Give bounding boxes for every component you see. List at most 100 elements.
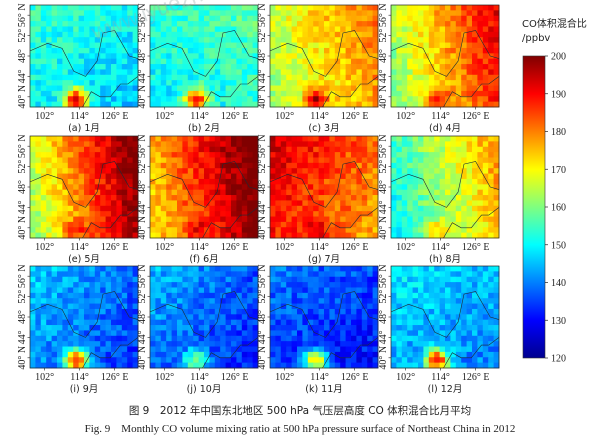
heatmap-cell [334, 173, 341, 180]
heatmap-cell [67, 146, 74, 153]
heatmap-cell [280, 308, 287, 315]
heatmap-cell [30, 346, 36, 353]
heatmap-cell [297, 357, 303, 364]
heatmap-cell [472, 216, 478, 223]
heatmap-cell [57, 136, 63, 142]
heatmap-cell [241, 287, 248, 294]
heatmap-cell [84, 85, 90, 92]
heatmap-cell [111, 47, 117, 54]
heatmap-cell [334, 195, 341, 201]
heatmap-cell [356, 276, 363, 283]
heatmap-cell [67, 227, 74, 234]
heatmap-cell [351, 26, 357, 33]
heatmap-cell [198, 314, 205, 321]
heatmap-cell [46, 271, 52, 278]
heatmap-cell [214, 200, 221, 207]
heatmap-cell [401, 141, 408, 148]
heatmap-cell [166, 96, 172, 103]
heatmap-cell [488, 200, 494, 207]
heatmap-cell [187, 168, 194, 174]
heatmap-cell [356, 325, 363, 331]
heatmap-cell [270, 85, 276, 92]
heatmap-cell [62, 31, 69, 38]
heatmap-cell [111, 69, 117, 76]
heatmap-cell [225, 26, 232, 33]
heatmap-cell [182, 146, 189, 153]
heatmap-cell [187, 69, 194, 76]
heatmap-cell [111, 282, 117, 288]
heatmap-cell [493, 195, 500, 201]
heatmap-cell [252, 351, 259, 358]
heatmap-cell [220, 276, 226, 283]
heatmap-cell [329, 90, 336, 97]
heatmap-cell [428, 101, 435, 108]
heatmap-cell [477, 141, 484, 148]
heatmap-cell [428, 80, 435, 86]
heatmap-cell [150, 53, 156, 60]
heatmap-cell [35, 357, 42, 364]
heatmap-cell [187, 287, 194, 294]
heatmap-cell [78, 10, 85, 17]
heatmap-cell [236, 5, 243, 11]
heatmap-cell [160, 157, 167, 164]
heatmap-cell [372, 10, 379, 17]
heatmap-cell [187, 90, 194, 97]
heatmap-cell [127, 346, 133, 353]
heatmap-cell [493, 168, 500, 174]
heatmap-cell [193, 221, 199, 228]
heatmap-cell [367, 37, 373, 43]
heatmap-cell [466, 184, 473, 191]
heatmap-cell [345, 10, 352, 17]
heatmap-cell [225, 232, 232, 239]
heatmap-cell [67, 136, 74, 142]
heatmap-cell [493, 141, 500, 148]
heatmap-cell [127, 335, 133, 342]
heatmap-cell [334, 80, 341, 86]
heatmap-cell [391, 335, 397, 342]
heatmap-cell [291, 162, 298, 169]
heatmap-cell [472, 195, 478, 201]
heatmap-cell [252, 330, 259, 337]
heatmap-cell [396, 74, 403, 81]
heatmap-cell [252, 74, 259, 81]
heatmap-cell [286, 298, 292, 304]
heatmap-cell [345, 15, 352, 22]
heatmap-cell [367, 271, 373, 278]
heatmap-cell [307, 37, 314, 43]
heatmap-cell [313, 26, 319, 33]
heatmap-cell [160, 21, 167, 27]
heatmap-cell [434, 5, 440, 11]
heatmap-cell [367, 96, 373, 103]
heatmap-cell [412, 96, 419, 103]
heatmap-cell [361, 335, 368, 342]
heatmap-cell [488, 26, 494, 33]
heatmap-cell [396, 141, 403, 148]
border-line [322, 76, 379, 108]
heatmap-cell [121, 319, 128, 326]
heatmap-cell [111, 314, 117, 321]
heatmap-cell [286, 292, 292, 299]
heatmap-cell [132, 157, 139, 164]
heatmap-cell [67, 15, 74, 22]
heatmap-cell [340, 37, 346, 43]
heatmap-cell [57, 184, 63, 191]
heatmap-cell [286, 157, 292, 164]
heatmap-cell [302, 325, 309, 331]
heatmap-cell [275, 157, 282, 164]
heatmap-cell [270, 162, 276, 169]
heatmap-cell [51, 90, 58, 97]
heatmap-cell [324, 162, 330, 169]
heatmap-cell [291, 319, 298, 326]
heatmap-cell [78, 15, 85, 22]
heatmap-cell [401, 53, 408, 60]
heatmap-cell [35, 184, 42, 191]
heatmap-cell [482, 168, 489, 174]
heatmap-cell [313, 292, 319, 299]
heatmap-cell [286, 351, 292, 358]
heatmap-cell [324, 314, 330, 321]
heatmap-cell [193, 152, 199, 158]
heatmap-cell [182, 325, 189, 331]
heatmap-cell [391, 195, 397, 201]
colorbar-tick-label: 130 [551, 316, 566, 327]
heatmap-cell [78, 26, 85, 33]
